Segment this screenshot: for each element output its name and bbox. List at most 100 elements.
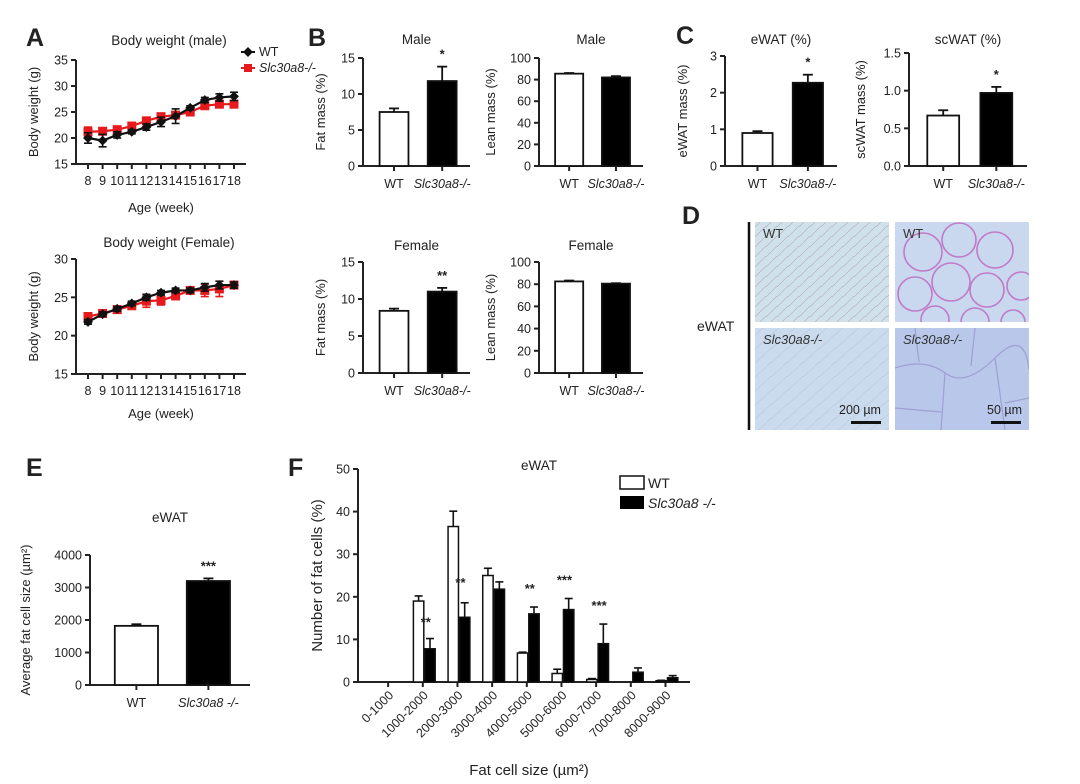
significance-marker: ** <box>455 575 466 590</box>
data-point <box>199 95 210 105</box>
histology-label: WT <box>763 226 784 241</box>
data-point <box>170 285 181 296</box>
x-tick-label: WT <box>934 177 954 191</box>
y-axis-label: Fat mass (%) <box>313 73 328 150</box>
y-tick-label: 40 <box>517 322 531 336</box>
panel-letter-b: B <box>308 24 326 52</box>
data-point <box>141 122 152 133</box>
data-point <box>170 111 181 122</box>
bar-wt <box>481 574 494 683</box>
tissue-texture <box>895 328 1029 430</box>
data-point <box>83 312 93 321</box>
significance-marker: ** <box>437 268 448 283</box>
significance-marker: * <box>805 55 811 70</box>
bar-wt <box>554 72 585 167</box>
data-point <box>97 135 108 146</box>
legend-f-wt-swatch <box>619 475 645 490</box>
chart-title: Female <box>394 238 439 253</box>
x-axis-label: Fat cell size (µm²) <box>469 762 588 779</box>
chart-ewat-mass: 0 1 2 3 WT Slc30a8-/- * eWAT (%) eWAT mass (%) <box>675 32 837 191</box>
legend-ko-label: Slc30a8-/- <box>259 61 316 75</box>
data-point <box>156 287 166 298</box>
bar-wt <box>378 309 410 374</box>
bar-ko <box>528 613 540 683</box>
y-tick-label: 30 <box>54 80 68 94</box>
chart-title: Male <box>402 32 431 47</box>
y-tick-label: 80 <box>517 73 531 87</box>
x-tick-label: 11 <box>125 174 138 188</box>
y-tick-label: 30 <box>336 548 350 562</box>
bar-ko <box>493 588 506 683</box>
y-tick-label: 4000 <box>54 549 82 563</box>
data-point <box>127 121 137 131</box>
x-tick-label: Slc30a8-/- <box>414 177 471 191</box>
y-axis-label: Average fat cell size (µm²) <box>18 544 33 695</box>
significance-marker: *** <box>557 573 573 588</box>
x-tick-label: WT <box>384 384 404 398</box>
tissue-texture <box>755 222 889 322</box>
bar-ko <box>666 676 679 683</box>
significance-marker: ** <box>421 615 432 630</box>
y-axis-label: Body weight (g) <box>26 271 41 361</box>
data-point <box>83 127 93 137</box>
x-tick-label: 10 <box>110 384 124 398</box>
y-tick-label: 80 <box>517 278 531 292</box>
data-point <box>83 133 93 143</box>
y-tick-label: 15 <box>341 52 355 66</box>
y-axis-label: eWAT mass (%) <box>675 65 690 158</box>
panel-letter-c: C <box>676 22 694 50</box>
data-point <box>185 285 196 296</box>
y-tick-label: 15 <box>341 256 355 270</box>
legend-f-wt-label: WT <box>648 475 670 491</box>
panel-letter-a: A <box>26 24 44 52</box>
significance-marker: ** <box>525 581 536 596</box>
y-tick-label: 30 <box>54 253 68 267</box>
y-tick-label: 0 <box>524 160 531 174</box>
data-point <box>171 291 181 301</box>
y-tick-label: 20 <box>517 138 531 152</box>
chart-lean-mass-female: 0 20 40 60 80 100 WT Slc30a8-/- Female Lean mass … <box>483 238 644 398</box>
data-point <box>141 116 151 126</box>
x-tick-label: Slc30a8-/- <box>414 384 471 398</box>
y-tick-label: 50 <box>336 463 350 477</box>
y-tick-label: 60 <box>517 95 531 109</box>
y-tick-label: 0 <box>75 679 82 693</box>
x-tick-label: 16 <box>198 384 212 398</box>
y-tick-label: 0 <box>348 367 355 381</box>
x-tick-label: Slc30a8-/- <box>587 177 644 191</box>
y-tick-label: 25 <box>54 291 68 305</box>
y-tick-label: 40 <box>517 116 531 130</box>
x-tick-label: 16 <box>198 174 212 188</box>
data-point <box>112 129 123 140</box>
legend-f-ko-label: Slc30a8 -/- <box>648 495 716 511</box>
y-axis-label: scWAT mass (%) <box>853 60 868 159</box>
bar-wt <box>447 525 460 683</box>
y-axis-label: Body weight (g) <box>26 67 41 157</box>
bar-ko <box>426 290 458 374</box>
y-tick-label: 2000 <box>54 614 82 628</box>
data-point <box>112 125 122 135</box>
y-axis-label: Number of fat cells (%) <box>309 499 326 652</box>
data-point <box>214 92 225 103</box>
y-tick-label: 100 <box>510 256 531 270</box>
y-tick-label: 20 <box>54 132 68 146</box>
x-tick-label: Slc30a8 -/- <box>178 696 238 710</box>
histology-tile-ko-high: Slc30a8-/- 50 µm <box>895 328 1029 430</box>
scale-bar-label: 50 µm <box>987 403 1022 417</box>
y-tick-label: 1 <box>710 123 717 137</box>
bar-ko <box>632 671 644 683</box>
data-point <box>200 101 210 111</box>
y-tick-label: 0 <box>348 160 355 174</box>
bar-wt <box>741 132 774 167</box>
data-point <box>141 292 152 303</box>
bar-wt <box>554 280 585 374</box>
x-tick-label: WT <box>559 384 579 398</box>
histology-label: Slc30a8-/- <box>763 332 823 347</box>
data-point <box>185 102 196 113</box>
data-point <box>229 280 239 291</box>
y-tick-label: 0.0 <box>884 160 901 174</box>
legend-f: WT Slc30a8 -/- <box>619 475 716 511</box>
data-point <box>156 116 166 127</box>
